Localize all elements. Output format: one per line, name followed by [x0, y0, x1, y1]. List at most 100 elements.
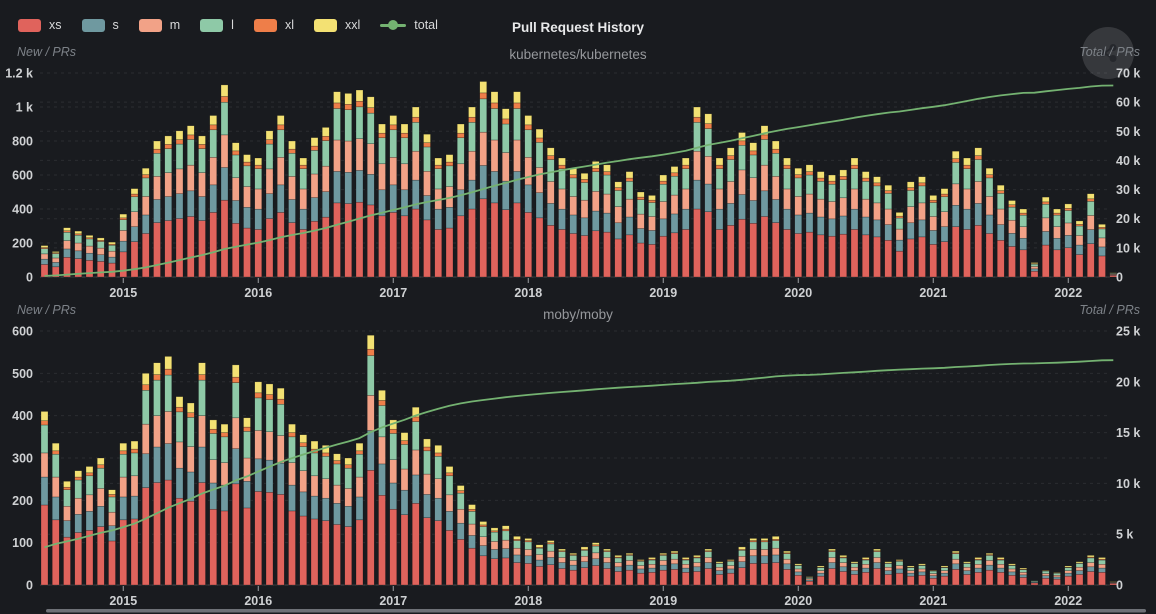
bar-segment-xxl[interactable] [153, 362, 161, 375]
bar-segment-m[interactable] [220, 134, 229, 168]
bar-segment-xs[interactable] [547, 225, 555, 278]
bar-segment-l[interactable] [940, 567, 949, 571]
bar-segment-xxl[interactable] [164, 135, 172, 145]
bar-segment-m[interactable] [952, 558, 960, 565]
bar-segment-xs[interactable] [1064, 247, 1072, 278]
bar-segment-m[interactable] [693, 562, 701, 568]
bar-segment-s[interactable] [1064, 235, 1072, 249]
bar-segment-xl[interactable] [445, 472, 454, 477]
bar-segment-xs[interactable] [670, 569, 679, 586]
bar-segment-l[interactable] [63, 232, 71, 241]
bar-segment-xl[interactable] [85, 472, 94, 477]
bar-segment-m[interactable] [1042, 217, 1050, 232]
bar-segment-l[interactable] [828, 183, 836, 202]
bar-segment-l[interactable] [895, 561, 904, 566]
bar-segment-xs[interactable] [569, 233, 577, 278]
bar-segment-m[interactable] [862, 198, 870, 218]
bar-segment-xs[interactable] [445, 530, 454, 586]
bar-segment-xxl[interactable] [502, 108, 510, 120]
bar-segment-xs[interactable] [873, 236, 881, 278]
bar-segment-s[interactable] [468, 535, 476, 549]
bar-segment-xs[interactable] [580, 235, 589, 278]
bar-segment-xl[interactable] [670, 172, 679, 177]
bar-segment-l[interactable] [412, 122, 420, 152]
bar-segment-s[interactable] [963, 570, 971, 575]
bar-segment-xxl[interactable] [243, 154, 251, 163]
bar-segment-xs[interactable] [130, 518, 139, 586]
bar-segment-xs[interactable] [985, 569, 994, 586]
bar-segment-s[interactable] [727, 203, 735, 226]
bar-segment-m[interactable] [209, 157, 217, 186]
bar-segment-xs[interactable] [187, 216, 195, 278]
bar-segment-l[interactable] [322, 140, 330, 167]
bar-segment-l[interactable] [254, 168, 262, 190]
bar-segment-xs[interactable] [670, 232, 679, 278]
bar-segment-xl[interactable] [569, 174, 577, 179]
bar-segment-s[interactable] [547, 203, 555, 226]
bar-segment-xxl[interactable] [108, 241, 116, 245]
total-line[interactable] [44, 359, 1114, 549]
bar-segment-xs[interactable] [659, 235, 667, 278]
bar-segment-l[interactable] [839, 557, 847, 563]
bar-segment-xs[interactable] [805, 580, 814, 586]
bar-segment-xl[interactable] [839, 176, 847, 180]
bar-segment-l[interactable] [232, 154, 240, 178]
bar-segment-xxl[interactable] [625, 171, 634, 179]
bar-segment-l[interactable] [963, 563, 971, 568]
bar-segment-xxl[interactable] [794, 167, 802, 175]
bar-segment-xl[interactable] [592, 167, 600, 172]
bar-segment-m[interactable] [535, 167, 544, 193]
bar-segment-xl[interactable] [40, 420, 49, 426]
bar-segment-xs[interactable] [850, 574, 859, 586]
bar-segment-m[interactable] [85, 245, 94, 254]
bar-segment-xl[interactable] [389, 124, 397, 131]
bar-segment-m[interactable] [1030, 266, 1039, 270]
bar-segment-xs[interactable] [929, 244, 937, 278]
bar-segment-m[interactable] [355, 476, 364, 498]
bar-segment-xxl[interactable] [142, 373, 150, 386]
bar-segment-l[interactable] [490, 108, 499, 141]
bar-segment-s[interactable] [220, 484, 229, 512]
bar-segment-m[interactable] [727, 565, 735, 570]
bar-segment-xxl[interactable] [288, 423, 296, 433]
bar-segment-m[interactable] [367, 395, 375, 431]
bar-segment-xxl[interactable] [63, 227, 71, 232]
bar-segment-m[interactable] [929, 216, 937, 231]
bar-segment-xxl[interactable] [502, 525, 510, 530]
bar-segment-m[interactable] [873, 202, 881, 221]
bar-segment-xl[interactable] [850, 164, 859, 169]
bar-segment-l[interactable] [1019, 569, 1027, 573]
bar-segment-m[interactable] [479, 131, 487, 166]
bar-segment-xl[interactable] [423, 142, 431, 148]
bar-segment-m[interactable] [130, 475, 139, 497]
bar-segment-xl[interactable] [805, 171, 814, 176]
bar-segment-xl[interactable] [288, 148, 296, 154]
bar-segment-s[interactable] [423, 195, 431, 221]
bar-segment-s[interactable] [74, 514, 82, 533]
bar-segment-xs[interactable] [997, 240, 1005, 278]
bar-segment-s[interactable] [63, 520, 71, 538]
bar-segment-s[interactable] [817, 216, 825, 236]
bar-segment-s[interactable] [884, 224, 892, 241]
bar-segment-xl[interactable] [794, 174, 802, 179]
bar-segment-l[interactable] [997, 559, 1005, 565]
chart-kubernetes[interactable]: 0 200 400 600 800 1 k 1.2 k 0 10 k 20 k 30 k 40 k 50… [5, 67, 1140, 301]
bar-segment-s[interactable] [479, 545, 487, 557]
bar-segment-l[interactable] [580, 182, 589, 201]
bar-segment-l[interactable] [715, 168, 724, 190]
bar-segment-l[interactable] [1019, 214, 1027, 227]
bar-segment-l[interactable] [614, 557, 622, 563]
bar-segment-xxl[interactable] [378, 390, 386, 401]
bar-segment-xxl[interactable] [715, 561, 724, 564]
bar-segment-s[interactable] [895, 568, 904, 574]
bar-segment-m[interactable] [277, 157, 285, 186]
bar-segment-s[interactable] [423, 494, 431, 518]
bar-segment-s[interactable] [142, 214, 150, 234]
bar-segment-xxl[interactable] [1087, 555, 1095, 558]
bar-segment-m[interactable] [74, 497, 82, 515]
bar-segment-m[interactable] [198, 172, 206, 197]
bar-segment-m[interactable] [423, 171, 431, 196]
bar-segment-l[interactable] [749, 154, 757, 178]
bar-segment-m[interactable] [333, 484, 341, 504]
bar-segment-xl[interactable] [457, 490, 465, 494]
